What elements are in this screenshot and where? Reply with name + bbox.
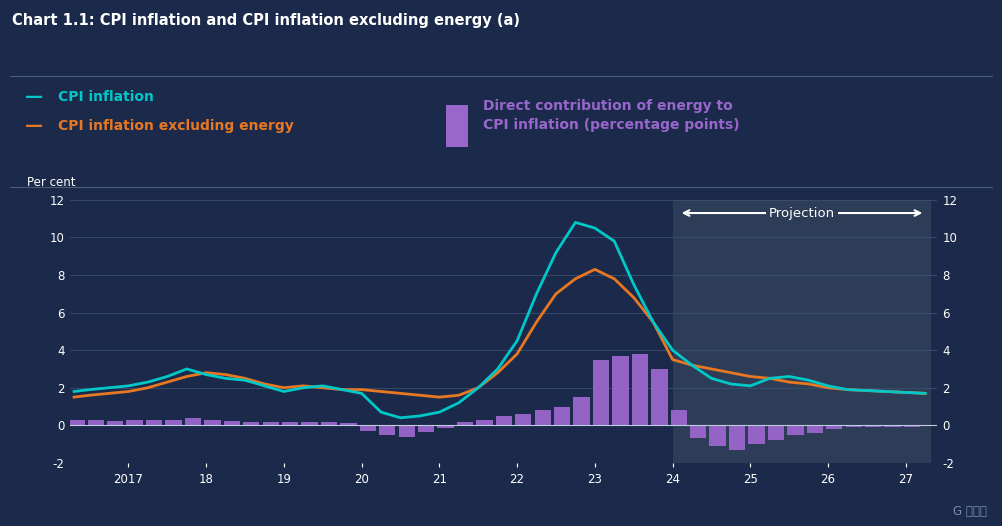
Bar <box>885 426 901 427</box>
Bar <box>87 420 104 426</box>
Bar <box>165 420 181 426</box>
Text: Direct contribution of energy to
CPI inflation (percentage points): Direct contribution of energy to CPI inf… <box>483 99 739 133</box>
Bar <box>379 426 396 434</box>
Bar <box>846 426 862 427</box>
Bar <box>748 426 765 444</box>
Text: CPI inflation excluding energy: CPI inflation excluding energy <box>58 119 294 133</box>
Bar <box>651 369 667 426</box>
Bar <box>535 410 551 426</box>
Text: Projection: Projection <box>769 207 835 219</box>
Bar <box>243 421 260 426</box>
Bar <box>476 420 493 426</box>
Bar <box>282 421 299 426</box>
Bar <box>904 426 920 427</box>
Bar <box>204 420 220 426</box>
Text: —: — <box>25 88 43 106</box>
Bar <box>263 421 279 426</box>
Bar <box>728 426 745 450</box>
Bar <box>438 426 454 428</box>
Text: Chart 1.1: CPI inflation and CPI inflation excluding energy (a): Chart 1.1: CPI inflation and CPI inflati… <box>12 13 520 28</box>
Bar <box>223 421 240 426</box>
Bar <box>496 416 512 426</box>
Bar <box>399 426 415 437</box>
Bar <box>321 422 337 426</box>
Text: CPI inflation: CPI inflation <box>58 90 154 104</box>
Bar <box>826 426 843 429</box>
Bar <box>418 426 434 432</box>
Bar <box>807 426 823 433</box>
Bar <box>865 426 882 427</box>
Bar <box>690 426 706 439</box>
Bar <box>457 421 473 426</box>
Bar <box>788 426 804 434</box>
Bar <box>341 423 357 426</box>
Bar <box>612 356 628 426</box>
Bar <box>593 360 609 426</box>
Text: Per cent: Per cent <box>27 176 75 189</box>
Bar <box>768 426 785 440</box>
Bar <box>184 418 201 426</box>
Bar <box>573 397 590 426</box>
Bar <box>68 420 84 426</box>
Bar <box>146 420 162 426</box>
Bar <box>554 407 570 426</box>
Bar <box>709 426 725 446</box>
Bar <box>302 421 318 426</box>
Text: G 格隆汇: G 格隆汇 <box>953 505 987 518</box>
Bar <box>360 426 376 431</box>
Bar <box>632 354 648 426</box>
Text: —: — <box>25 117 43 135</box>
Bar <box>672 200 932 463</box>
Bar <box>515 414 531 426</box>
Bar <box>126 420 143 426</box>
Bar <box>107 421 123 426</box>
Bar <box>670 410 687 426</box>
